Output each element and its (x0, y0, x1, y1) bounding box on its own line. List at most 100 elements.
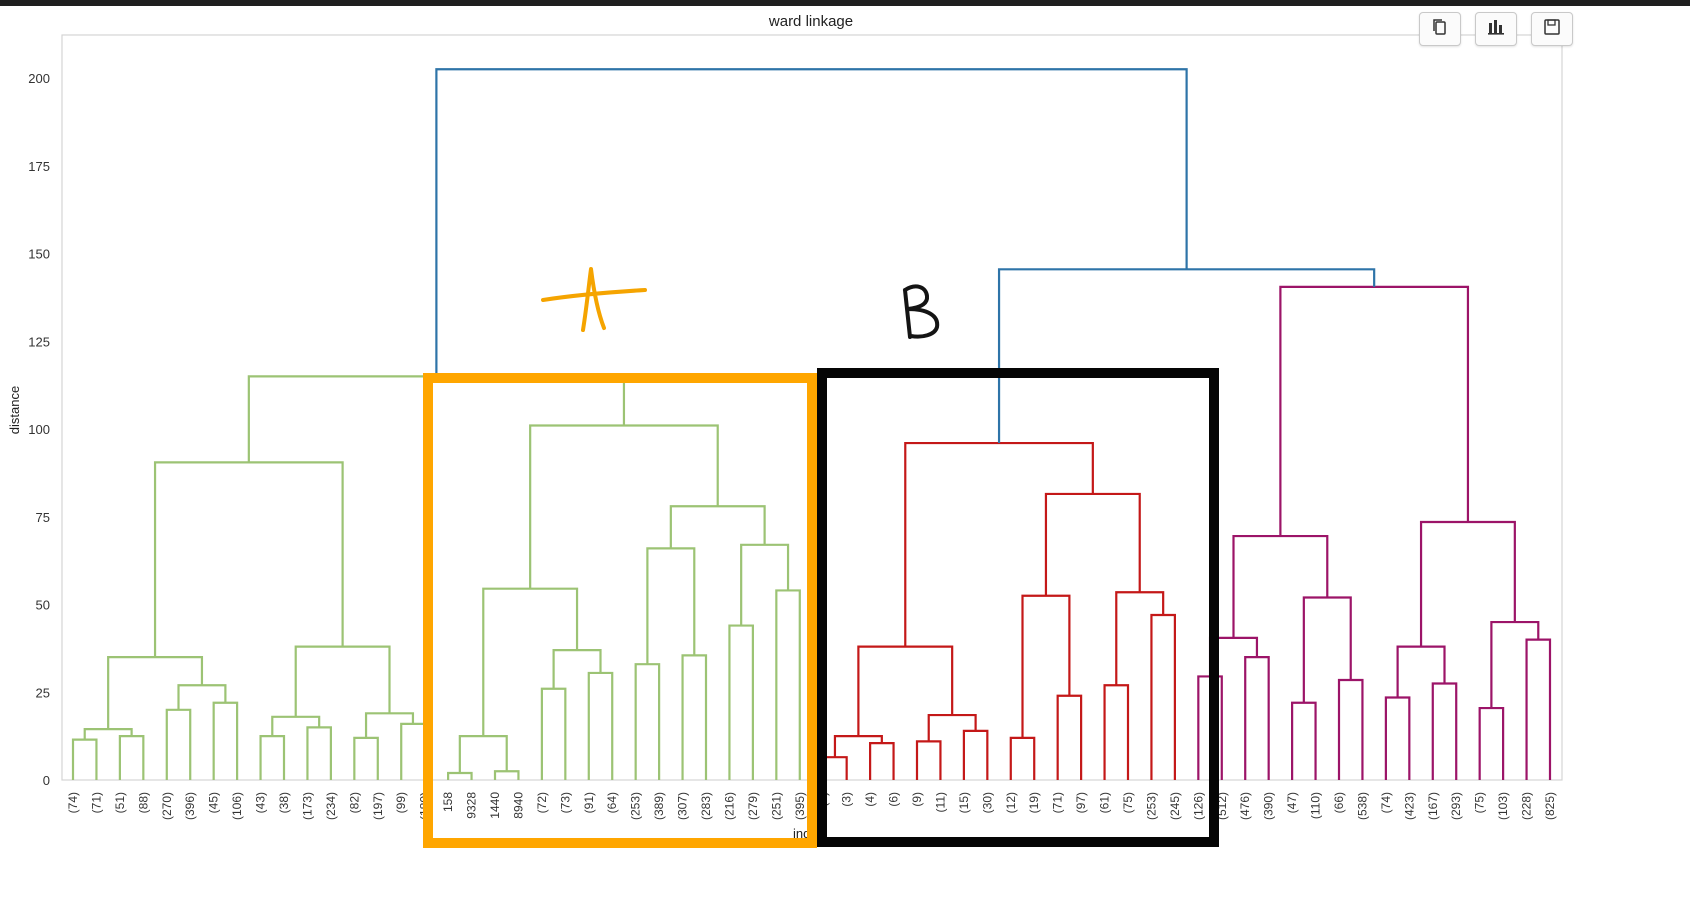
dendrogram-link (927, 713, 977, 742)
dendrogram-link (1291, 701, 1317, 780)
dendrogram-link (177, 684, 227, 710)
leaf-label: (4) (863, 792, 877, 807)
leaf-label: (253) (1144, 792, 1158, 820)
dendrogram-link (1384, 696, 1411, 780)
y-ticks: 0 25 50 75 100 125 150 175 200 (28, 71, 50, 788)
dendrogram-link (1419, 520, 1516, 647)
dendrogram-link (740, 543, 790, 626)
y-tick-label: 75 (36, 510, 50, 525)
bar-chart-button[interactable] (1475, 12, 1517, 46)
annotation-a-glyph (541, 267, 647, 332)
leaf-label: 1440 (488, 792, 502, 819)
dendrogram-link (71, 738, 98, 780)
leaf-label: (71) (1051, 792, 1065, 813)
leaf-label: (15) (957, 792, 971, 813)
leaf-label: (82) (347, 792, 361, 813)
y-tick-label: 100 (28, 422, 50, 437)
dendrogram-link (107, 656, 204, 730)
annotation-b-glyph (903, 284, 940, 339)
dendrogram-link (83, 728, 133, 740)
dendrogram-link (493, 770, 520, 780)
dendrogram-link (294, 645, 391, 717)
y-tick-label: 25 (36, 685, 50, 700)
copy-button[interactable] (1419, 12, 1461, 46)
leaf-label: (64) (605, 792, 619, 813)
leaf-label: (51) (113, 792, 127, 813)
leaf-label: (390) (1262, 792, 1276, 820)
dendrogram-link (1115, 591, 1165, 686)
leaf-label: (395) (793, 792, 807, 820)
leaf-label: (245) (1168, 792, 1182, 820)
leaf-label: (234) (324, 792, 338, 820)
y-axis-label: distance (7, 386, 22, 434)
save-icon (1542, 17, 1562, 42)
y-tick-label: 200 (28, 71, 50, 86)
leaf-label: (61) (1098, 792, 1112, 813)
leaf-label: (825) (1543, 792, 1557, 820)
dendrogram-link (904, 441, 1094, 647)
dendrogram-link (435, 68, 1188, 377)
leaf-label: (71) (89, 792, 103, 813)
leaf-label: (88) (136, 792, 150, 813)
leaf-label: (216) (722, 792, 736, 820)
dendrogram-link (1525, 638, 1552, 780)
dendrogram-link (833, 735, 883, 758)
dendrogram-link (482, 587, 579, 737)
leaf-label: (423) (1402, 792, 1416, 820)
dendrogram-link (118, 735, 145, 780)
dendrogram-link (775, 589, 801, 780)
leaf-label: (47) (1285, 792, 1299, 813)
leaf-label: (75) (1121, 792, 1135, 813)
dendrogram-link (587, 671, 614, 780)
copy-icon (1430, 17, 1450, 42)
dendrogram-link (1478, 706, 1505, 780)
dendrogram-link (1009, 736, 1036, 780)
dendrogram-link (857, 645, 954, 737)
dendrogram-link (458, 735, 508, 773)
dendrogram-link (1150, 613, 1176, 780)
leaf-label: (43) (254, 792, 268, 813)
leaf-label: (6) (887, 792, 901, 807)
leaf-label: (103) (1496, 792, 1510, 820)
dendrogram-link (962, 729, 989, 780)
dendrogram-link (646, 547, 696, 665)
dendrogram-link (1337, 678, 1364, 780)
leaf-label: (45) (207, 792, 221, 813)
dendrogram-link (915, 740, 942, 780)
dendrogram-link (634, 663, 661, 780)
leaf-label: (30) (980, 792, 994, 813)
leaf-label: (126) (1191, 792, 1205, 820)
y-tick-label: 0 (43, 773, 50, 788)
dendrogram-link (1232, 534, 1329, 638)
dendrogram-link (1431, 682, 1458, 780)
highlight-box-b (817, 368, 1219, 847)
dendrogram-links (71, 68, 1552, 780)
leaf-label: (283) (699, 792, 713, 820)
dendrogram-link (1490, 620, 1540, 709)
bar-chart-icon (1486, 17, 1506, 42)
dendrogram-link (669, 505, 766, 549)
save-button[interactable] (1531, 12, 1573, 46)
leaf-label: (228) (1520, 792, 1534, 820)
y-tick-label: 125 (28, 334, 50, 349)
dendrogram-link (447, 771, 473, 780)
leaf-label: (389) (652, 792, 666, 820)
dendrogram-link (540, 687, 567, 780)
dendrogram-link (306, 726, 332, 780)
dendrogram-link (1396, 645, 1446, 698)
leaf-label: (538) (1355, 792, 1369, 820)
leaf-label: (75) (1473, 792, 1487, 813)
dendrogram-link (1103, 684, 1130, 780)
leaf-label: (97) (1074, 792, 1088, 813)
leaf-label: (251) (769, 792, 783, 820)
dendrogram-link (1021, 594, 1071, 738)
leaf-label: (74) (66, 792, 80, 813)
dendrogram-link (247, 375, 626, 463)
leaf-label: (73) (558, 792, 572, 813)
leaf-label: (12) (1004, 792, 1018, 813)
dendrogram-link (364, 712, 415, 738)
y-tick-label: 175 (28, 159, 50, 174)
leaf-label: (74) (1379, 792, 1393, 813)
dendrogram-link (1044, 492, 1141, 596)
